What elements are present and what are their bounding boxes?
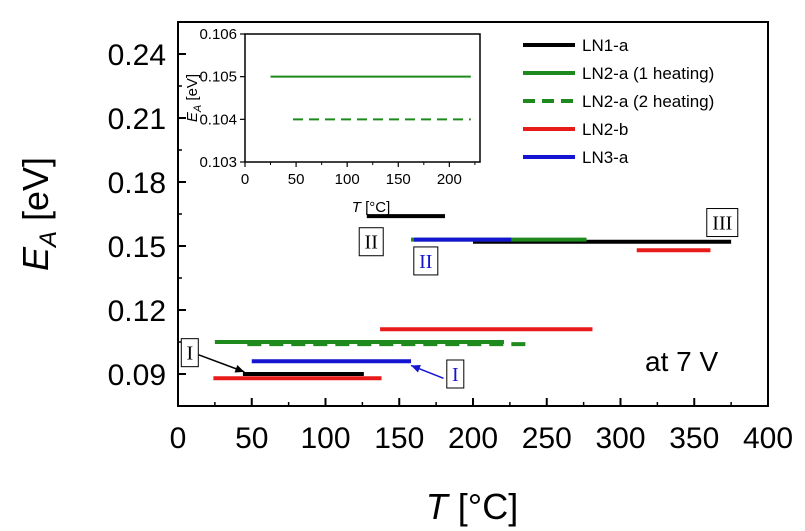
x-tick-label: 250 bbox=[522, 422, 572, 455]
inset-series bbox=[270, 75, 471, 121]
x-tick-label: 200 bbox=[448, 422, 498, 455]
inset-x-tick-label: 50 bbox=[288, 171, 305, 188]
x-axis-title: T [°C] bbox=[426, 486, 518, 527]
inset-plot-area bbox=[244, 33, 481, 163]
voltage-annotation: at 7 V bbox=[645, 346, 718, 377]
main-ticks: 0 50 100 150 200 250 300 350 400 0.09 0.12 0.15 0.18… bbox=[108, 21, 793, 455]
inset-y-tick-label: 0.104 bbox=[199, 111, 237, 128]
region-label: I bbox=[186, 343, 193, 365]
inset-ticks: 0 50 100 150 200 0.103 0.104 0.105 0.106 bbox=[199, 26, 476, 188]
y-axis-unit: [eV] bbox=[15, 157, 56, 231]
inset-y-axis-subscript: A bbox=[192, 105, 204, 113]
legend-label: LN2-b bbox=[582, 120, 628, 139]
inset-x-tick-label: 200 bbox=[437, 171, 462, 188]
y-tick-label: 0.09 bbox=[108, 359, 166, 392]
y-axis-symbol: E bbox=[15, 246, 56, 271]
y-tick-label: 0.21 bbox=[108, 103, 166, 136]
inset-y-tick-label: 0.106 bbox=[199, 26, 237, 43]
inset-x-axis-title: T [°C] bbox=[352, 199, 391, 216]
inset-x-tick-label: 150 bbox=[386, 171, 411, 188]
y-tick-label: 0.15 bbox=[108, 231, 166, 264]
region-label: I bbox=[452, 364, 459, 386]
y-axis-subscript: A bbox=[35, 231, 62, 249]
inset-chart: 0 50 100 150 200 0.103 0.104 0.105 0.106 EA [eV]… bbox=[184, 26, 481, 216]
y-tick-label: 0.12 bbox=[108, 295, 166, 328]
region-label-box bbox=[706, 208, 739, 238]
main-series bbox=[213, 214, 732, 381]
region-label: II bbox=[365, 232, 378, 254]
region-label-box bbox=[180, 338, 199, 368]
region-label-box bbox=[413, 246, 439, 276]
x-axis-symbol: T bbox=[426, 486, 451, 527]
region-label: II bbox=[419, 251, 432, 273]
arrow-head bbox=[234, 364, 245, 373]
x-tick-label: 50 bbox=[235, 422, 268, 455]
arrow-head bbox=[411, 365, 421, 373]
legend-label: LN2-a (1 heating) bbox=[582, 64, 714, 83]
legend-label: LN2-a (2 heating) bbox=[582, 92, 714, 111]
inset-x-tick-label: 0 bbox=[241, 171, 249, 188]
y-tick-label: 0.24 bbox=[108, 39, 166, 72]
y-axis-title: EA [eV] bbox=[15, 157, 62, 271]
inset-x-tick-label: 100 bbox=[335, 171, 360, 188]
region-label-box bbox=[446, 359, 465, 389]
x-tick-label: 100 bbox=[300, 422, 350, 455]
legend: LN1-a LN2-a (1 heating) LN2-a (2 heating) L… bbox=[523, 36, 714, 167]
inset-y-axis-unit: [eV] bbox=[184, 74, 201, 105]
region-label: III bbox=[712, 213, 732, 235]
x-tick-label: 400 bbox=[743, 422, 793, 455]
y-tick-label: 0.18 bbox=[108, 167, 166, 200]
x-tick-label: 350 bbox=[669, 422, 719, 455]
inset-y-axis-title: EA [eV] bbox=[184, 74, 204, 122]
inset-y-axis-symbol: E bbox=[184, 111, 201, 122]
inset-y-tick-label: 0.103 bbox=[199, 154, 237, 171]
x-axis-unit: [°C] bbox=[448, 486, 518, 527]
x-tick-label: 300 bbox=[595, 422, 645, 455]
inset-y-tick-label: 0.105 bbox=[199, 69, 237, 86]
legend-label: LN1-a bbox=[582, 36, 629, 55]
x-tick-label: 150 bbox=[374, 422, 424, 455]
inset-x-axis-symbol: T bbox=[352, 199, 363, 216]
legend-label: LN3-a bbox=[582, 148, 629, 167]
region-label-box bbox=[358, 227, 384, 257]
inset-x-axis-unit: [°C] bbox=[361, 199, 390, 216]
x-tick-label: 0 bbox=[170, 422, 187, 455]
